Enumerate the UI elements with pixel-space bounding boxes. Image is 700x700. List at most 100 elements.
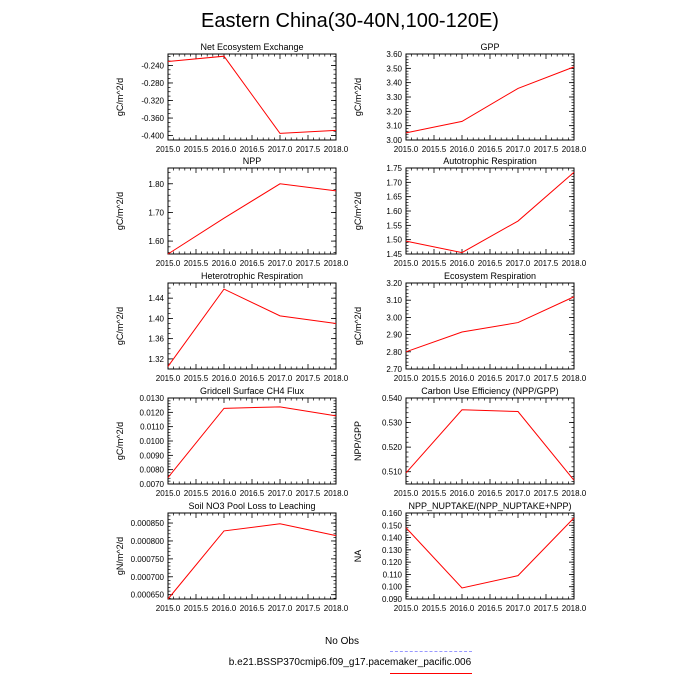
chart-title: Ecosystem Respiration [444, 271, 536, 281]
y-tick-label: 1.70 [148, 208, 164, 217]
chart-title: Soil NO3 Pool Loss to Leaching [188, 501, 315, 511]
x-tick-label: 2016.0 [450, 259, 475, 268]
y-axis-label: gC/m^2/d [115, 192, 125, 230]
y-tick-label: 0.090 [382, 595, 403, 604]
x-tick-label: 2016.5 [478, 489, 503, 498]
y-tick-label: 3.60 [386, 50, 402, 59]
plot-frame [405, 282, 575, 370]
x-tick-label: 2015.5 [184, 374, 209, 383]
y-tick-label: 0.000800 [131, 537, 165, 546]
x-tick-label: 2015.5 [184, 145, 209, 154]
x-tick-label: 2016.0 [450, 489, 475, 498]
x-tick-label: 2015.5 [422, 489, 447, 498]
y-tick-label: 3.10 [386, 296, 402, 305]
y-tick-label: 0.510 [382, 468, 403, 477]
x-tick-label: 2015.5 [422, 604, 447, 613]
x-tick-label: 2017.5 [296, 489, 321, 498]
x-tick-label: 2018.0 [324, 489, 349, 498]
x-tick-label: 2017.0 [506, 259, 531, 268]
x-tick-label: 2017.5 [296, 604, 321, 613]
x-tick-label: 2016.5 [240, 604, 265, 613]
chart-panel-0: Net Ecosystem Exchange gC/m^2/d 2015.0 2015… [115, 42, 349, 154]
y-axis-label: NPP/GPP [353, 421, 363, 461]
x-tick-label: 2016.0 [450, 604, 475, 613]
chart-title: Heterotrophic Respiration [201, 271, 303, 281]
x-tick-label: 2016.5 [240, 374, 265, 383]
y-tick-label: 1.40 [148, 314, 164, 323]
x-tick-label: 2015.0 [394, 489, 419, 498]
x-tick-label: 2015.0 [156, 604, 181, 613]
plot-frame [167, 167, 337, 255]
chart-title: Autotrophic Respiration [443, 156, 537, 166]
y-axis-label: NA [353, 550, 363, 563]
y-tick-label: -0.400 [141, 132, 164, 141]
y-tick-label: 1.60 [148, 237, 164, 246]
y-tick-label: 0.0130 [140, 394, 165, 403]
y-tick-label: -0.280 [141, 79, 164, 88]
x-tick-label: 2015.0 [156, 259, 181, 268]
y-axis-label: gC/m^2/d [353, 192, 363, 230]
chart-panel-5: Ecosystem Respiration gC/m^2/d 2015.0 2015.… [353, 271, 587, 383]
x-tick-label: 2015.0 [156, 374, 181, 383]
series-line [405, 517, 575, 589]
y-tick-label: 0.0090 [140, 451, 165, 460]
y-tick-label: 1.80 [148, 180, 164, 189]
chart-panel-8: Soil NO3 Pool Loss to Leaching gN/m^2/d 20… [115, 501, 349, 613]
y-tick-label: 0.000850 [131, 519, 165, 528]
x-tick-label: 2018.0 [324, 259, 349, 268]
x-tick-label: 2018.0 [562, 259, 587, 268]
y-axis-label: gC/m^2/d [115, 78, 125, 116]
y-tick-label: 3.10 [386, 122, 402, 131]
x-tick-label: 2017.0 [268, 374, 293, 383]
chart-panel-7: Carbon Use Efficiency (NPP/GPP) NPP/GPP 20… [353, 386, 587, 498]
y-tick-label: 0.520 [382, 443, 403, 452]
x-tick-label: 2017.0 [268, 145, 293, 154]
x-tick-label: 2016.0 [212, 604, 237, 613]
plot-frame [167, 53, 337, 141]
y-tick-label: 0.100 [382, 583, 403, 592]
x-tick-label: 2017.0 [506, 374, 531, 383]
y-tick-label: 2.70 [386, 365, 402, 374]
chart-title: NPP_NUPTAKE/(NPP_NUPTAKE+NPP) [409, 501, 572, 511]
y-tick-label: 1.70 [386, 178, 402, 187]
y-tick-label: 1.36 [148, 335, 164, 344]
y-tick-label: 0.130 [382, 546, 403, 555]
x-tick-label: 2017.0 [506, 145, 531, 154]
y-axis-label: gN/m^2/d [115, 537, 125, 575]
y-tick-label: 0.0120 [140, 408, 165, 417]
series-line [405, 66, 575, 134]
y-tick-label: 0.530 [382, 419, 403, 428]
y-axis-label: gC/m^2/d [353, 78, 363, 116]
y-tick-label: 2.90 [386, 331, 402, 340]
x-tick-label: 2016.0 [450, 374, 475, 383]
x-tick-label: 2016.0 [212, 259, 237, 268]
y-axis-label: gC/m^2/d [115, 422, 125, 460]
series-line [405, 171, 575, 254]
x-tick-label: 2016.5 [478, 145, 503, 154]
legend: No Obs b.e21.BSSP370cmip6.f09_g17.pacema… [0, 636, 700, 686]
x-tick-label: 2015.5 [422, 374, 447, 383]
x-tick-label: 2017.5 [534, 374, 559, 383]
y-tick-label: 0.000750 [131, 555, 165, 564]
plot-frame [405, 53, 575, 141]
y-tick-label: -0.240 [141, 61, 164, 70]
y-axis-label: gC/m^2/d [115, 307, 125, 345]
x-tick-label: 2015.5 [184, 604, 209, 613]
x-tick-label: 2016.0 [450, 145, 475, 154]
x-tick-label: 2016.0 [212, 489, 237, 498]
y-tick-label: 0.0070 [140, 480, 165, 489]
y-tick-label: 1.55 [386, 221, 402, 230]
x-tick-label: 2015.5 [422, 259, 447, 268]
legend-label-no-obs: No Obs [325, 636, 359, 647]
y-tick-label: 1.32 [148, 355, 164, 364]
x-tick-label: 2017.0 [506, 604, 531, 613]
y-tick-label: 0.150 [382, 521, 403, 530]
y-tick-label: 0.540 [382, 394, 403, 403]
legend-label-model-run: b.e21.BSSP370cmip6.f09_g17.pacemaker_pac… [228, 657, 472, 668]
y-tick-label: 0.0110 [140, 423, 164, 432]
chart-title: Net Ecosystem Exchange [200, 42, 303, 52]
